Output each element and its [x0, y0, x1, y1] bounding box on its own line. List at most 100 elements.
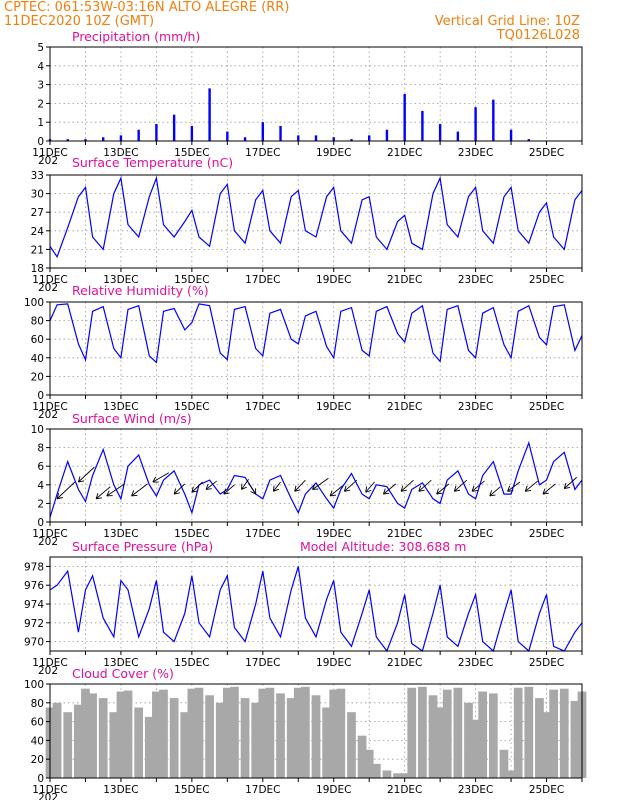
precip-bar	[243, 137, 247, 141]
header-grid-line: Vertical Grid Line: 10Z	[435, 14, 580, 29]
cloud-bar	[311, 695, 321, 778]
temp-ytick-label: 33	[31, 170, 44, 182]
precip-bar	[102, 137, 105, 141]
cloud-bar	[144, 716, 154, 778]
cloud-bar	[300, 686, 310, 778]
cloud-bar	[428, 695, 438, 778]
pressure-panel: Surface Pressure (hPa) 970 972 974 976 978 11D…	[24, 539, 583, 677]
cloud-ytick-label: 0	[37, 773, 44, 785]
wind-arrow-shaft	[173, 483, 186, 495]
cloud-bar	[205, 695, 214, 778]
cloud-bar	[513, 687, 523, 778]
temp-xtick-label: 21DEC	[387, 274, 422, 286]
rh-frame	[49, 301, 583, 396]
cloud-bar	[116, 691, 126, 778]
rh-ytick-label: 20	[31, 371, 44, 383]
rh-ytick-label: 40	[31, 353, 44, 365]
wind-ytick-label: 4	[37, 480, 44, 492]
cloud-bar	[506, 770, 516, 778]
wind-arrow-head	[250, 488, 257, 495]
pressure-year-fragment: 202	[38, 665, 58, 677]
pressure-title: Surface Pressure (hPa)	[72, 539, 213, 554]
cloud-bar	[159, 689, 168, 778]
model-altitude-label: Model Altitude: 308.688 m	[300, 539, 466, 554]
wind-arrow-shaft	[563, 477, 577, 489]
precip-panel: Precipitation (mm/h) 0 1 2 3 4 5 11DEC 13DEC 15DE…	[32, 29, 583, 167]
precip-bar	[155, 124, 158, 141]
temp-panel: Surface Temperature (nC) 18 21 24 27 30 33 11DE…	[31, 155, 583, 294]
precip-ytick-label: 3	[37, 80, 44, 92]
rh-xtick-label: 19DEC	[316, 401, 351, 413]
wind-arrow-head	[400, 485, 407, 492]
temp-xtick-label: 13DEC	[103, 274, 138, 286]
cloud-bar	[134, 707, 144, 778]
cloud-bar	[471, 719, 480, 778]
temp-line	[49, 175, 583, 259]
wind-arrow-head	[241, 483, 247, 490]
wind-arrow-head	[272, 485, 280, 492]
precip-xtick-label: 11DEC	[32, 147, 67, 159]
precip-bar	[368, 135, 371, 141]
wind-arrow-shaft	[507, 481, 521, 492]
cloud-bar	[371, 763, 381, 778]
wind-arrow-shaft	[400, 479, 414, 492]
wind-xtick-label: 15DEC	[174, 528, 209, 540]
pressure-line	[49, 566, 583, 653]
rh-xtick-label: 23DEC	[458, 401, 493, 413]
precip-bar	[350, 139, 353, 141]
wind-arrow-head	[436, 488, 443, 495]
temp-ytick-label: 21	[31, 244, 44, 256]
wind-arrow-shaft	[524, 480, 538, 492]
wind-arrow-shaft	[152, 472, 170, 483]
precip-bar	[474, 107, 477, 141]
cloud-xtick-label: 11DEC	[32, 784, 67, 796]
precip-bar	[385, 129, 389, 141]
wind-arrow-shaft	[365, 481, 375, 493]
wind-ytick-label: 0	[37, 517, 44, 529]
precip-bar	[279, 125, 282, 141]
wind-arrow-shaft	[294, 479, 306, 492]
rh-ytick-label: 80	[31, 316, 44, 328]
wind-year-fragment: 202	[38, 536, 58, 548]
wind-arrow-head	[223, 488, 230, 495]
wind-arrow-head	[56, 492, 63, 500]
pressure-ytick-label: 970	[24, 637, 44, 649]
wind-ytick-label: 8	[37, 443, 44, 455]
wind-arrow-shaft	[273, 481, 281, 492]
cloud-bar	[442, 689, 452, 778]
wind-arrow-head	[343, 485, 351, 492]
cloud-bar	[478, 691, 488, 778]
wind-arrow-shaft	[191, 481, 203, 493]
wind-frame	[49, 428, 583, 523]
precip-bar	[314, 135, 318, 141]
temp-ytick-label: 18	[31, 263, 44, 275]
pressure-xtick-label: 13DEC	[103, 657, 138, 669]
precip-bar	[261, 122, 264, 141]
wind-xtick-label: 11DEC	[32, 528, 67, 540]
wind-arrow-head	[152, 476, 159, 483]
wind-arrow-head	[173, 488, 180, 495]
wind-arrow-shaft	[418, 479, 432, 492]
cloud-ytick-label: 100	[24, 679, 44, 691]
wind-xtick-label: 13DEC	[103, 528, 138, 540]
cloud-bar	[74, 704, 83, 778]
wind-arrow-head	[131, 490, 138, 497]
wind-arrow-shaft	[241, 478, 249, 490]
precip-ytick-label: 2	[37, 98, 44, 110]
wind-arrow-shaft	[56, 481, 76, 500]
wind-xtick-label: 23DEC	[458, 528, 493, 540]
temp-xtick-label: 11DEC	[32, 274, 67, 286]
cloud-bar	[169, 698, 179, 778]
temp-xtick-label: 19DEC	[316, 274, 351, 286]
rh-xtick-label: 17DEC	[245, 401, 280, 413]
wind-arrow-head	[507, 485, 514, 492]
cloud-bar	[98, 698, 108, 778]
wind-arrow-head	[524, 485, 532, 492]
cloud-bar	[357, 735, 367, 778]
pressure-xtick-label: 21DEC	[387, 657, 422, 669]
cloud-bar	[215, 702, 225, 778]
wind-xtick-label: 17DEC	[245, 528, 280, 540]
precip-bar	[297, 135, 300, 141]
cloud-xtick-label: 15DEC	[174, 784, 209, 796]
precip-title: Precipitation (mm/h)	[72, 29, 200, 44]
